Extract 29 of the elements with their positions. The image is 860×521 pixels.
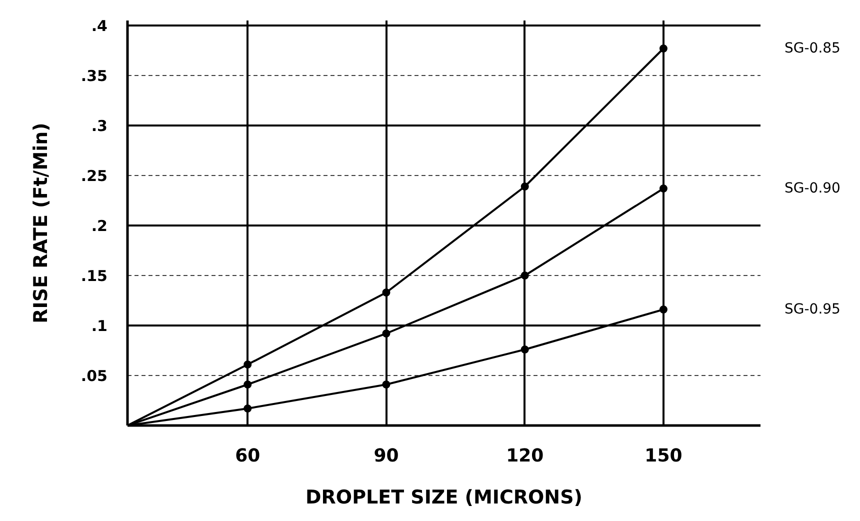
x-tick-label: 90	[374, 446, 399, 466]
point	[244, 380, 252, 388]
y-tick-label: .4	[91, 17, 108, 35]
point	[659, 306, 668, 314]
y-tick-label: .15	[80, 267, 108, 285]
point	[382, 380, 390, 388]
y-tick-label: .35	[80, 67, 108, 85]
point	[382, 288, 390, 296]
y-axis-title: RISE RATE (Ft/Min)	[30, 122, 52, 324]
x-axis-title: DROPLET SIZE (MICRONS)	[306, 486, 582, 508]
point	[520, 182, 529, 190]
y-tick-label: .2	[91, 217, 108, 235]
x-tick-label: 150	[644, 446, 682, 466]
text: SG-0.90	[784, 180, 840, 196]
point	[520, 346, 529, 354]
point	[382, 330, 390, 338]
y-tick-label: .3	[91, 117, 108, 135]
point	[244, 404, 252, 412]
point	[244, 360, 252, 368]
text: SG-0.95	[784, 302, 840, 318]
y-tick-label: .1	[91, 317, 108, 335]
point	[520, 272, 529, 280]
point	[659, 44, 668, 52]
point	[659, 184, 668, 192]
text: SG-0.85	[784, 40, 840, 56]
y-tick-label: .05	[80, 367, 108, 385]
x-tick-label: 60	[235, 446, 260, 466]
x-tick-label: 120	[506, 446, 544, 466]
y-tick-label: .25	[80, 167, 108, 185]
